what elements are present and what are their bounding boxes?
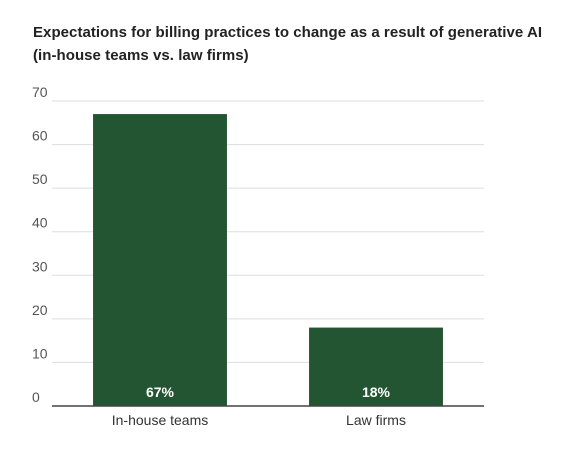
bar-series — [93, 114, 443, 407]
y-axis-tick-labels: 0 10 20 30 40 50 60 70 — [32, 84, 48, 405]
y-tick-label: 50 — [32, 171, 48, 187]
bar-data-labels: 67% 18% — [146, 384, 391, 400]
y-tick-label: 70 — [32, 84, 48, 100]
y-tick-label: 40 — [32, 215, 48, 231]
bar-value-label: 18% — [362, 384, 391, 400]
bar — [93, 114, 227, 407]
chart-title-line-2: (in-house teams vs. law firms) — [33, 47, 249, 64]
y-tick-label: 10 — [32, 345, 48, 361]
x-tick-label: In-house teams — [112, 412, 209, 428]
bar — [309, 327, 443, 406]
y-tick-label: 60 — [32, 128, 48, 144]
chart-title-line-1: Expectations for billing practices to ch… — [33, 24, 543, 41]
y-tick-label: 0 — [32, 389, 40, 405]
y-tick-label: 20 — [32, 302, 48, 318]
y-tick-label: 30 — [32, 258, 48, 274]
x-axis-tick-labels: In-house teams Law firms — [112, 412, 406, 428]
chart-title: Expectations for billing practices to ch… — [33, 21, 553, 67]
bar-value-label: 67% — [146, 384, 175, 400]
x-tick-label: Law firms — [346, 412, 406, 428]
